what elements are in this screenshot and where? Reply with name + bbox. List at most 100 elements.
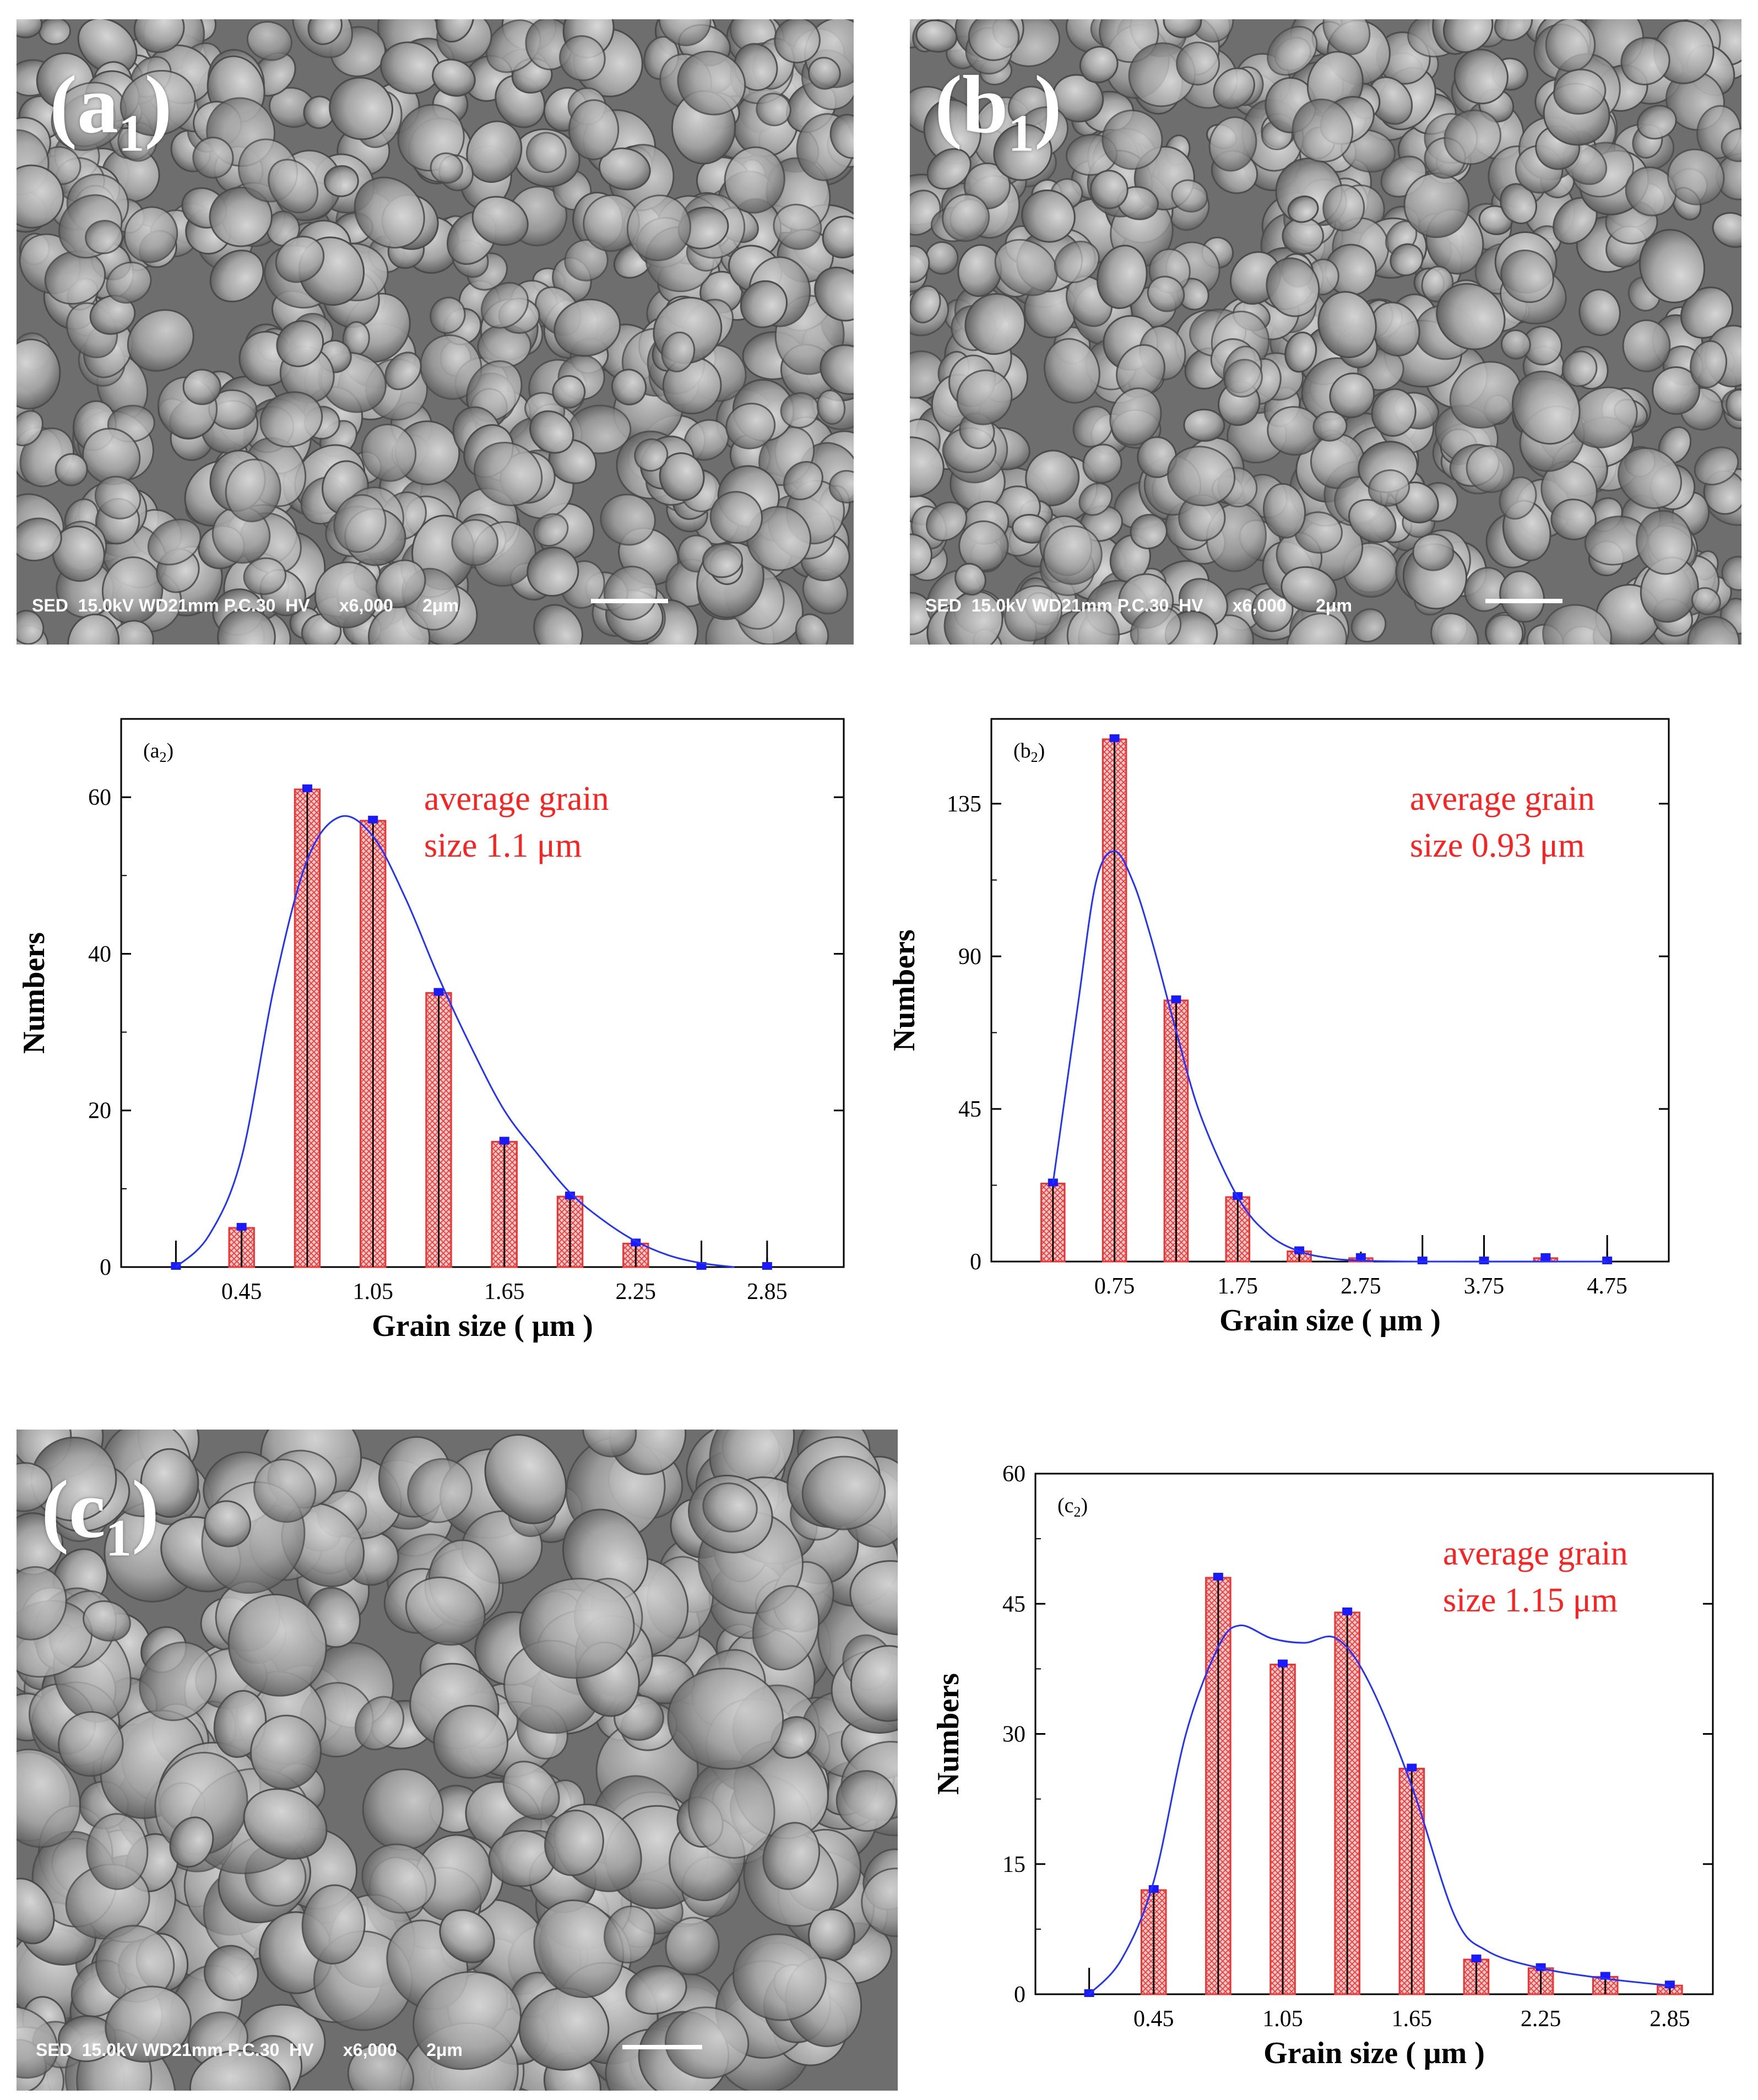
sem-grain xyxy=(307,19,343,45)
data-point xyxy=(1417,1257,1428,1264)
sem-grain xyxy=(1266,257,1320,317)
sem-grain xyxy=(384,351,422,391)
sem-grain xyxy=(828,470,854,504)
average-grain-annotation: size 1.15 μm xyxy=(1443,1582,1618,1619)
sem-grain xyxy=(664,2006,750,2079)
y-axis-label: Numbers xyxy=(17,932,51,1054)
sem-grain xyxy=(89,295,136,335)
sem-grain xyxy=(910,245,930,283)
sem-grain xyxy=(1499,570,1545,623)
y-tick-label: 0 xyxy=(970,1249,981,1275)
sem-grain xyxy=(1542,604,1613,645)
sem-label-sub: 1 xyxy=(105,1508,132,1567)
sem-grain xyxy=(1667,148,1725,205)
sem-grain xyxy=(1721,127,1741,163)
sem-grain xyxy=(1079,46,1119,84)
data-point xyxy=(1342,1608,1353,1615)
y-tick-label: 40 xyxy=(88,941,111,967)
sem-info-bar: SED 15.0kV WD21mm P.C.30 HV x6,000 2μm xyxy=(32,596,459,615)
fit-curve xyxy=(175,815,735,1268)
data-point xyxy=(302,784,312,792)
sem-grain xyxy=(1054,240,1100,284)
sem-grain xyxy=(1712,212,1741,248)
sem-grain xyxy=(1620,36,1670,85)
sem-grain xyxy=(1130,606,1182,645)
data-point xyxy=(1355,1253,1366,1261)
data-point xyxy=(1171,995,1181,1003)
sem-grain xyxy=(1550,499,1597,540)
sem-grain xyxy=(554,299,621,357)
sem-grain xyxy=(1267,25,1318,76)
sem-grain xyxy=(407,1458,473,1523)
sem-grain xyxy=(1176,41,1220,86)
x-tick-label: 4.75 xyxy=(1587,1274,1627,1299)
sem-grain xyxy=(544,1809,604,1876)
sem-grain xyxy=(559,35,606,82)
sem-grain xyxy=(829,113,854,159)
sem-grain xyxy=(192,137,234,179)
sem-grain xyxy=(1090,170,1128,209)
average-grain-annotation: size 0.93 μm xyxy=(1410,827,1585,864)
sem-grain xyxy=(943,591,1003,645)
data-point xyxy=(1602,1257,1613,1264)
sem-grain xyxy=(361,424,417,482)
sem-grain xyxy=(147,518,202,566)
x-tick-label: 0.45 xyxy=(221,1279,262,1305)
sem-grain xyxy=(1147,275,1185,312)
sem-label-main: (c xyxy=(41,1464,106,1555)
sem-grain xyxy=(1171,179,1208,213)
sem-grain xyxy=(1322,184,1365,231)
sem-grain xyxy=(1097,245,1148,309)
sem-label-close: ) xyxy=(1034,59,1062,150)
sem-grain xyxy=(1442,19,1494,53)
sem-grain xyxy=(1329,372,1375,419)
sem-grain xyxy=(611,369,647,405)
sem-grain xyxy=(209,250,264,302)
sem-label-sub: 1 xyxy=(118,104,145,163)
sem-grain xyxy=(1167,446,1236,507)
sem-grain xyxy=(816,389,846,425)
scale-bar xyxy=(1485,599,1562,603)
sem-grain xyxy=(77,19,138,75)
data-point xyxy=(1407,1763,1417,1772)
sem-grain xyxy=(1371,388,1417,437)
sem-grain xyxy=(17,164,64,229)
sem-grain xyxy=(94,475,142,519)
sem-grain xyxy=(1466,445,1515,493)
sem-grain xyxy=(95,1925,175,2003)
sem-grain xyxy=(774,19,821,64)
sem-label-close: ) xyxy=(144,59,172,150)
sem-grain xyxy=(83,1600,131,1642)
sem-grain xyxy=(1021,189,1076,243)
sem-grain xyxy=(568,99,620,160)
y-tick-label: 45 xyxy=(1002,1592,1026,1617)
sem-grain xyxy=(17,19,43,39)
sem-grain xyxy=(333,494,387,553)
sem-grain xyxy=(209,186,273,247)
sem-grain xyxy=(52,526,105,582)
sem-grain xyxy=(598,147,651,191)
panel-label: (a2) xyxy=(143,739,173,765)
y-tick-label: 60 xyxy=(1002,1462,1026,1487)
sem-grain xyxy=(677,50,746,116)
sem-grain xyxy=(1317,291,1377,359)
sem-grain xyxy=(354,1696,405,1751)
y-axis-label: Numbers xyxy=(931,1673,965,1795)
sem-grain xyxy=(67,613,120,645)
sem-grain xyxy=(432,58,476,97)
sem-grain xyxy=(814,267,854,322)
sem-grain xyxy=(529,410,574,454)
sem-grain xyxy=(243,557,287,596)
x-tick-label: 1.05 xyxy=(352,1279,393,1305)
sem-grain xyxy=(466,120,523,183)
sem-grain xyxy=(1721,556,1741,591)
sem-grain xyxy=(702,1482,758,1533)
sem-grain xyxy=(169,1816,214,1868)
data-point xyxy=(565,1192,576,1200)
sem-grain xyxy=(658,19,712,46)
sem-label-main: (b xyxy=(935,59,1008,150)
scale-bar xyxy=(591,599,668,603)
sem-grain xyxy=(17,609,45,645)
data-point xyxy=(762,1262,772,1270)
sem-grain xyxy=(1390,243,1424,277)
